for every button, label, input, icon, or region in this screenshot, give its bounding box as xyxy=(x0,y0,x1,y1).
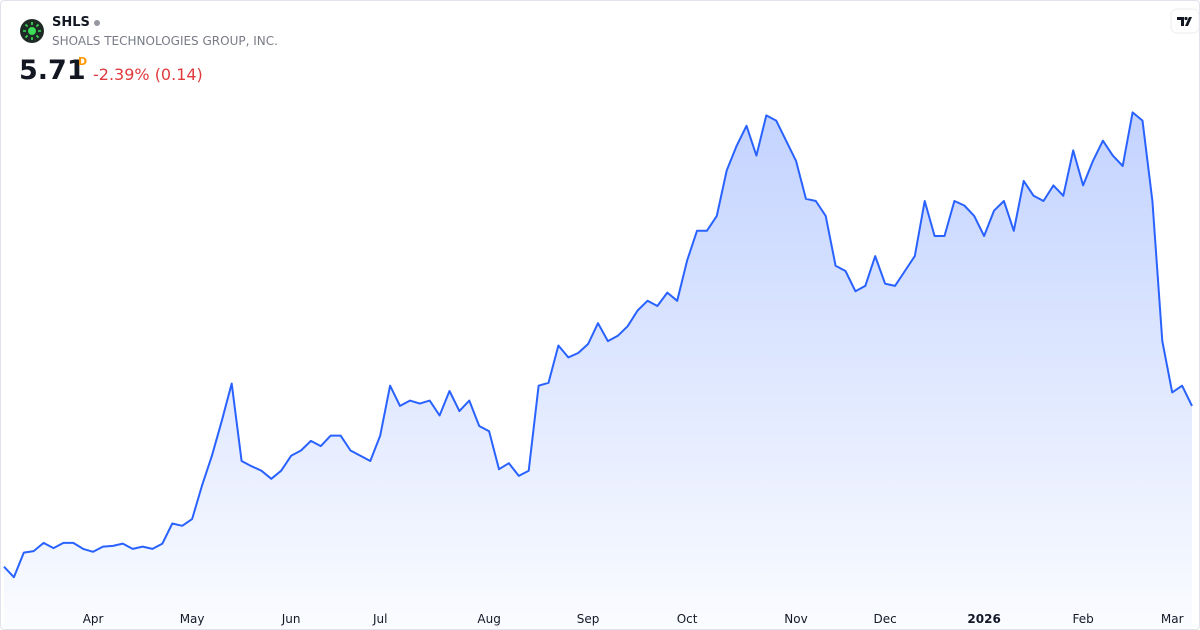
price-change: -2.39% (0.14) xyxy=(93,65,203,84)
tradingview-logo[interactable] xyxy=(1170,8,1199,34)
last-price: 5.71 xyxy=(19,55,86,86)
logo xyxy=(20,19,44,43)
status-dot xyxy=(93,19,100,26)
symbol-text: SHLS xyxy=(52,15,90,30)
symbol: SHLS xyxy=(52,15,100,30)
company-name: SHOALS TECHNOLOGIES GROUP, INC. xyxy=(52,34,278,48)
area-fill xyxy=(4,112,1192,629)
resolution: D xyxy=(78,55,88,68)
price-line xyxy=(3,111,1193,579)
